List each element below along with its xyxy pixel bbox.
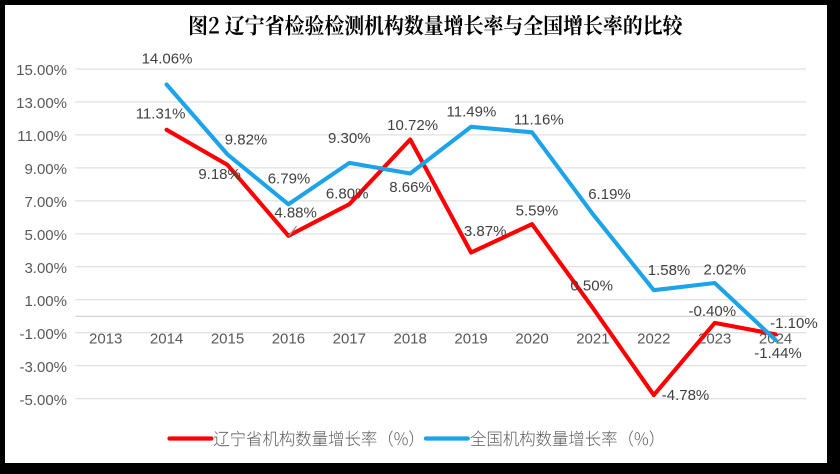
svg-text:3.00%: 3.00% (24, 260, 67, 277)
svg-text:-5.00%: -5.00% (19, 392, 67, 409)
svg-text:11.00%: 11.00% (17, 128, 67, 145)
svg-text:5.59%: 5.59% (516, 202, 559, 219)
svg-text:2019: 2019 (454, 330, 487, 347)
svg-text:3.87%: 3.87% (464, 223, 507, 240)
svg-text:2015: 2015 (211, 330, 244, 347)
svg-text:5.00%: 5.00% (24, 227, 67, 244)
svg-text:2022: 2022 (637, 330, 670, 347)
svg-text:4.88%: 4.88% (274, 204, 317, 221)
svg-text:7.00%: 7.00% (24, 194, 67, 211)
svg-text:-3.00%: -3.00% (19, 359, 67, 376)
svg-text:2016: 2016 (272, 330, 305, 347)
svg-text:1.00%: 1.00% (24, 293, 67, 310)
svg-text:-4.78%: -4.78% (662, 387, 710, 404)
svg-text:-0.40%: -0.40% (689, 303, 737, 320)
svg-text:2020: 2020 (515, 330, 548, 347)
svg-text:2014: 2014 (150, 330, 183, 347)
svg-text:9.30%: 9.30% (328, 130, 371, 147)
svg-text:13.00%: 13.00% (16, 95, 67, 112)
svg-text:0.50%: 0.50% (570, 278, 613, 295)
svg-text:6.19%: 6.19% (588, 186, 631, 203)
svg-text:6.80%: 6.80% (326, 185, 369, 202)
svg-text:8.66%: 8.66% (389, 179, 432, 196)
svg-text:2017: 2017 (333, 330, 366, 347)
svg-text:6.79%: 6.79% (268, 171, 311, 188)
svg-text:2021: 2021 (576, 330, 609, 347)
svg-text:2013: 2013 (89, 330, 122, 347)
svg-text:-1.44%: -1.44% (754, 345, 802, 362)
svg-text:15.00%: 15.00% (16, 62, 67, 79)
svg-text:9.82%: 9.82% (225, 132, 268, 149)
svg-text:11.31%: 11.31% (136, 105, 186, 122)
svg-text:-1.10%: -1.10% (770, 315, 818, 332)
svg-text:14.06%: 14.06% (142, 51, 193, 68)
svg-text:-1.00%: -1.00% (19, 326, 67, 343)
svg-text:9.00%: 9.00% (24, 161, 67, 178)
svg-text:2.02%: 2.02% (704, 262, 747, 279)
svg-text:9.18%: 9.18% (198, 166, 241, 183)
svg-text:11.49%: 11.49% (447, 104, 497, 121)
svg-text:1.58%: 1.58% (648, 262, 691, 279)
svg-text:10.72%: 10.72% (387, 117, 438, 134)
svg-text:11.16%: 11.16% (514, 112, 564, 129)
svg-text:2018: 2018 (394, 330, 427, 347)
